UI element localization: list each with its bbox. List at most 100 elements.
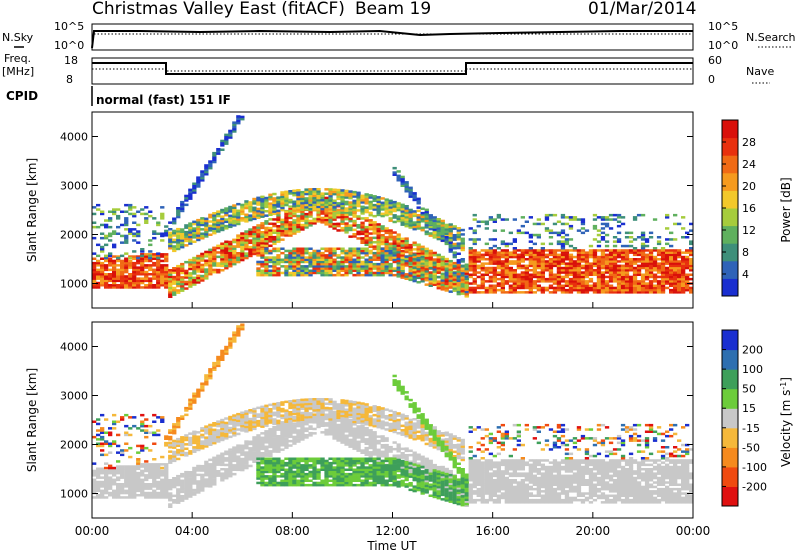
echo-cell	[400, 276, 405, 279]
echo-cell	[152, 264, 157, 267]
echo-cell	[104, 236, 109, 240]
echo-cell	[492, 266, 497, 270]
echo-cell	[212, 461, 217, 464]
echo-cell	[176, 243, 181, 246]
echo-cell	[528, 249, 533, 252]
echo-cell	[608, 213, 614, 217]
echo-cell	[520, 249, 525, 252]
echo-cell	[620, 264, 626, 268]
echo-cell	[128, 489, 133, 493]
echo-cell	[212, 270, 217, 274]
echo-cell	[144, 253, 149, 256]
echo-cell	[492, 220, 497, 223]
echo-cell	[272, 206, 277, 209]
echo-cell	[180, 499, 185, 502]
echo-cell	[416, 276, 421, 280]
echo-cell	[276, 406, 281, 409]
echo-cell	[340, 267, 345, 270]
echo-cell	[232, 245, 237, 248]
echo-cell	[276, 424, 281, 427]
echo-cell	[176, 442, 181, 445]
echo-cell	[256, 267, 261, 270]
echo-cell	[524, 264, 529, 268]
echo-cell	[124, 478, 129, 482]
echo-cell	[328, 223, 333, 226]
echo-cell	[352, 247, 357, 250]
echo-cell	[120, 286, 125, 289]
echo-cell	[532, 271, 537, 274]
echo-cell	[669, 244, 674, 248]
echo-cell	[292, 472, 297, 476]
echo-cell	[348, 247, 353, 250]
echo-cell	[236, 464, 241, 467]
echo-cell	[168, 492, 173, 495]
echo-cell	[288, 468, 293, 471]
echo-cell	[448, 262, 453, 265]
echo-cell	[520, 231, 525, 235]
echo-cell	[296, 223, 301, 227]
echo-cell	[320, 205, 325, 209]
echo-cell	[580, 273, 586, 276]
echo-cell	[180, 486, 185, 489]
echo-cell	[384, 207, 389, 210]
echo-cell	[600, 253, 606, 257]
echo-cell	[292, 401, 297, 405]
echo-cell	[140, 424, 145, 428]
echo-cell	[368, 245, 373, 248]
echo-cell	[180, 438, 185, 441]
echo-cell	[356, 193, 361, 197]
echo-cell	[352, 193, 357, 196]
echo-cell	[284, 433, 289, 436]
echo-cell	[124, 413, 129, 417]
echo-cell	[344, 196, 349, 199]
echo-cell	[144, 431, 149, 434]
echo-cell	[376, 265, 381, 268]
echo-cell	[336, 191, 341, 194]
echo-cell	[300, 195, 305, 198]
echo-cell	[92, 236, 97, 240]
echo-cell	[136, 268, 141, 272]
echo-cell	[188, 475, 193, 478]
echo-cell	[504, 280, 509, 283]
echo-cell	[104, 279, 109, 283]
echo-cell	[240, 256, 245, 260]
echo-cell	[412, 221, 417, 224]
echo-cell	[673, 253, 678, 257]
echo-cell	[444, 276, 449, 279]
echo-cell	[392, 231, 397, 234]
echo-cell	[152, 261, 157, 265]
echo-cell	[192, 441, 197, 445]
echo-cell	[440, 226, 445, 229]
echo-cell	[176, 457, 181, 461]
echo-cell	[144, 496, 149, 499]
echo-cell	[272, 481, 277, 485]
echo-cell	[292, 247, 297, 250]
echo-cell	[228, 426, 233, 430]
echo-cell	[516, 255, 521, 259]
echo-cell	[540, 275, 545, 279]
echo-cell	[168, 457, 173, 460]
echo-cell	[248, 426, 253, 430]
echo-cell	[360, 217, 365, 220]
echo-cell	[488, 251, 493, 254]
echo-cell	[204, 259, 209, 262]
echo-cell	[384, 205, 389, 208]
echo-cell	[224, 213, 229, 217]
echo-cell	[316, 201, 321, 204]
echo-cell	[224, 468, 229, 471]
echo-cell	[168, 286, 173, 290]
echo-cell	[632, 251, 638, 254]
echo-cell	[636, 288, 642, 292]
echo-cell	[176, 276, 181, 279]
echo-cell	[116, 225, 121, 229]
echo-cell	[348, 203, 353, 206]
echo-cell	[232, 453, 237, 456]
echo-cell	[560, 277, 566, 281]
echo-cell	[212, 225, 217, 228]
echo-cell	[632, 249, 638, 252]
echo-cell	[156, 433, 161, 437]
echo-cell	[120, 416, 125, 419]
echo-cell	[673, 271, 678, 274]
echo-cell	[124, 261, 129, 265]
echo-cell	[264, 415, 269, 419]
